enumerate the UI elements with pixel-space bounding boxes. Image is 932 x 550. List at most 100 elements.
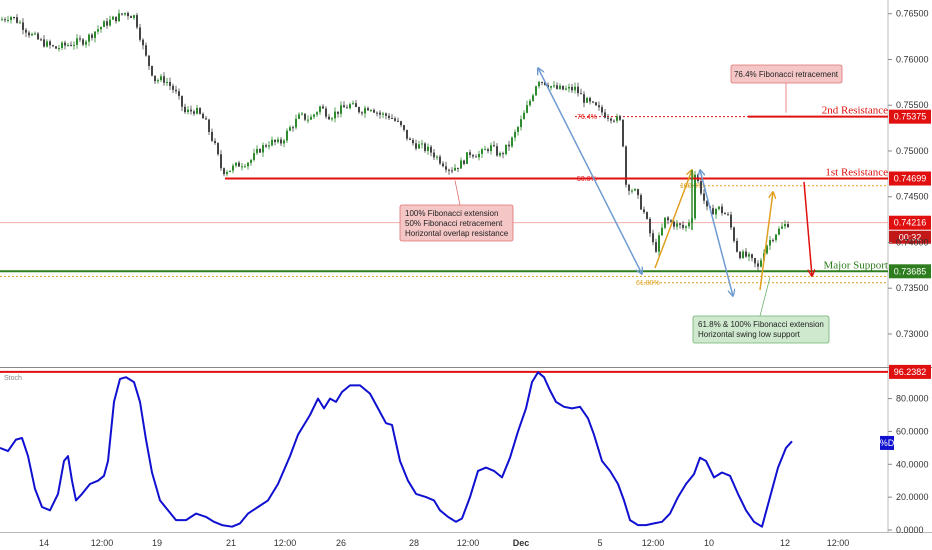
candle-body	[688, 222, 690, 227]
candle-body	[490, 145, 492, 152]
candle-body	[760, 260, 762, 267]
candle-body	[256, 149, 258, 154]
candle-body	[115, 16, 117, 22]
candle-body	[484, 149, 486, 151]
fib-label: 61.80%	[636, 280, 660, 287]
second-resistance-price-tag-bg	[889, 109, 931, 124]
candle-body	[463, 160, 465, 164]
candle-body	[334, 111, 336, 119]
candle-body	[787, 224, 789, 228]
stoch-tick-label: 80.0000	[896, 394, 929, 404]
candle-body	[355, 103, 357, 108]
candle-body	[34, 33, 36, 35]
candle-body	[67, 44, 69, 46]
x-tick: 28	[409, 538, 419, 548]
red-target-arrow	[803, 181, 812, 276]
major-support-label: Major Support	[824, 259, 888, 271]
candle-body	[538, 81, 540, 87]
candle-body	[517, 127, 519, 132]
candle-body	[568, 86, 570, 89]
stoch-tick-label: 0.0000	[896, 525, 924, 535]
candle-body	[10, 17, 12, 20]
candle-body	[7, 19, 9, 21]
candle-body	[160, 76, 162, 81]
candle-body	[109, 19, 111, 26]
candle-body	[70, 44, 72, 46]
annotation-resistance-confluence: 100% Fibonacci extension 50% Fibonacci r…	[399, 204, 514, 242]
candle-body	[163, 76, 165, 83]
x-tick: 26	[336, 538, 346, 548]
y-tick-label: 0.74500	[896, 192, 929, 202]
candle-body	[283, 140, 285, 144]
candle-body	[121, 13, 123, 15]
candle-body	[142, 39, 144, 46]
candle-body	[250, 159, 252, 163]
candle-body	[532, 95, 534, 101]
candle-body	[16, 17, 18, 23]
candle-body	[346, 107, 348, 109]
candle-body	[745, 251, 747, 257]
candle-body	[301, 113, 303, 115]
candle-body	[154, 75, 156, 82]
candle-body	[133, 15, 135, 18]
candle-body	[259, 149, 261, 153]
candle-body	[43, 39, 45, 47]
candle-body	[388, 115, 390, 119]
candle-body	[103, 21, 105, 27]
candle-body	[553, 85, 555, 87]
candle-body	[592, 101, 594, 103]
price-axis: 0.76500 0.76000 0.75500 0.75000 0.74500 0.740…	[888, 9, 929, 535]
candle-body	[307, 119, 309, 121]
candle-body	[340, 105, 342, 114]
candle-body	[583, 94, 585, 103]
candle-body	[382, 113, 384, 115]
candle-body	[37, 33, 39, 40]
blue-fib-arrow	[700, 170, 733, 296]
candle-body	[292, 127, 294, 129]
stoch-legend: %D	[880, 438, 895, 448]
countdown-tag: 00:32	[899, 233, 922, 243]
candle-body	[49, 41, 51, 46]
candle-body	[649, 218, 651, 234]
candle-body	[769, 240, 771, 246]
x-tick: 12:00	[91, 538, 114, 548]
candle-body	[274, 139, 276, 143]
candle-body	[514, 131, 516, 138]
candle-body	[574, 86, 576, 91]
blue-fib-arrow	[538, 68, 642, 274]
candle-body	[634, 189, 636, 191]
current-price-tag-bg	[889, 215, 931, 230]
candle-body	[244, 166, 246, 168]
candle-body	[145, 45, 147, 56]
second-resistance-label: 2nd Resistance	[822, 105, 888, 117]
candle-body	[640, 195, 642, 210]
candle-body	[241, 166, 243, 168]
candle-body	[676, 223, 678, 227]
candle-body	[721, 206, 723, 214]
candle-body	[493, 145, 495, 147]
orange-projection-arrow	[759, 192, 773, 291]
candle-body	[358, 107, 360, 113]
candle-body	[607, 117, 609, 119]
candle-body	[445, 166, 447, 170]
candle-body	[181, 95, 183, 107]
candle-body	[613, 120, 615, 122]
candle-body	[430, 146, 432, 153]
y-tick-label: 0.73500	[896, 283, 929, 293]
candle-body	[94, 31, 96, 38]
candle-body	[418, 144, 420, 149]
candle-body	[172, 85, 174, 90]
candle-body	[13, 17, 15, 19]
candle-body	[766, 245, 768, 254]
candle-body	[349, 104, 351, 109]
candle-body	[748, 254, 750, 257]
candle-body	[439, 156, 441, 164]
projection-arrows	[538, 68, 812, 296]
candle-body	[664, 217, 666, 228]
candle-body	[598, 105, 600, 108]
candle-body	[298, 114, 300, 119]
candle-body	[550, 86, 552, 88]
y-tick-label: 0.75500	[896, 100, 929, 110]
candle-body	[58, 47, 60, 49]
